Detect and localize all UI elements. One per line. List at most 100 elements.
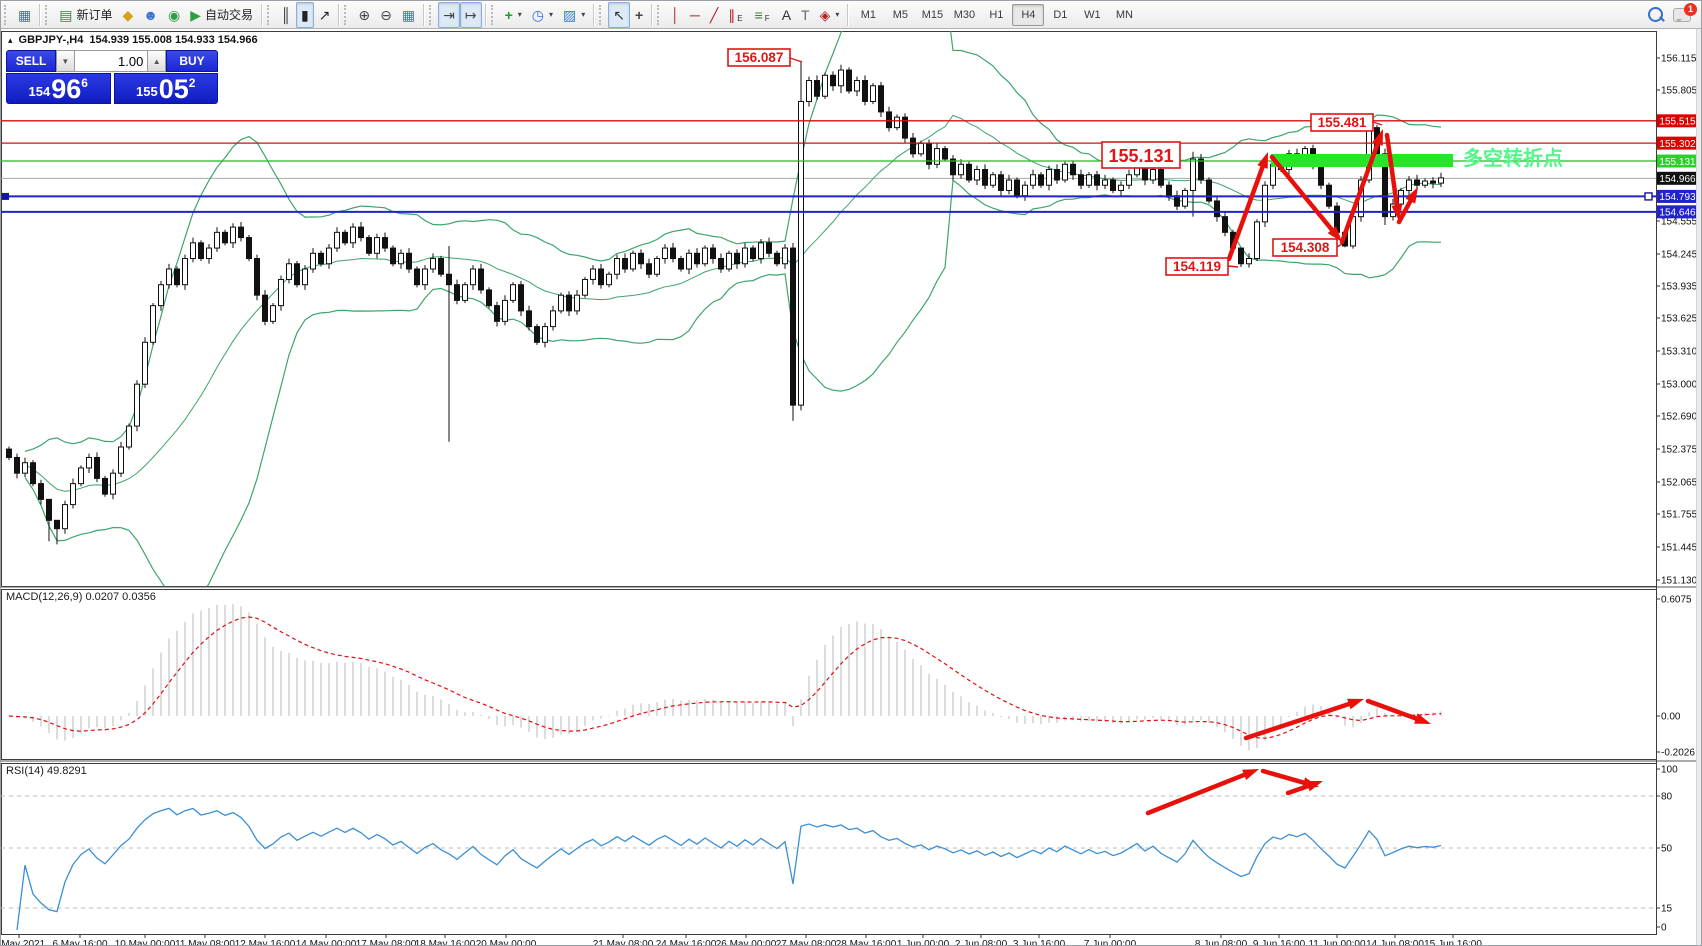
- dropdown-arrow-icon[interactable]: ▾: [517, 10, 522, 19]
- timeframe-button-m5[interactable]: M5: [892, 8, 909, 21]
- text-label-icon: T: [801, 6, 810, 23]
- toolbar-grip: [490, 4, 497, 25]
- text-label-button[interactable]: T: [796, 2, 815, 28]
- trend-arrow[interactable]: [1226, 158, 1268, 262]
- trend-arrow[interactable]: [1384, 132, 1401, 215]
- zoom-in-button[interactable]: ⊕: [353, 2, 375, 28]
- price-label-text: 154.966: [1659, 174, 1696, 185]
- trend-arrow-head[interactable]: [1327, 226, 1342, 242]
- timeframe-button-m1[interactable]: M1: [860, 8, 877, 21]
- trend-arrow-head[interactable]: [1405, 187, 1418, 204]
- rsi-tick-label: 0: [1661, 923, 1667, 934]
- chart-shift-button[interactable]: ↦: [459, 1, 482, 28]
- time-axis-label: 10 May 00:00: [115, 939, 176, 946]
- text-button[interactable]: A: [777, 2, 796, 28]
- dropdown-arrow-icon[interactable]: ▾: [548, 10, 553, 19]
- price-tag-box[interactable]: [1272, 238, 1338, 257]
- time-axis-label: 15 Jun 16:00: [1424, 939, 1482, 946]
- templates-button[interactable]: ▨ ▾: [558, 2, 590, 28]
- buy-price-panel[interactable]: 155 05 2: [113, 73, 218, 104]
- sell-price-panel[interactable]: 154 96 6: [6, 73, 111, 104]
- price-tag-text[interactable]: 155.131: [1108, 146, 1173, 166]
- price-tag-box[interactable]: [1101, 141, 1181, 169]
- chart-canvas[interactable]: 156.115 155.805 154.555 154.245 153.935 153.6…: [1, 29, 1702, 946]
- timeframe-button-mn[interactable]: MN: [1115, 8, 1133, 21]
- macd-arrow[interactable]: [1243, 699, 1358, 741]
- timeframe-button-m30[interactable]: M30: [953, 8, 976, 21]
- sell-button[interactable]: SELL: [6, 50, 57, 72]
- trend-arrow[interactable]: [1269, 154, 1339, 238]
- new-chart-button[interactable]: ▦: [13, 2, 36, 28]
- timeframe-button-m15[interactable]: M15: [921, 8, 944, 21]
- auto-scroll-button[interactable]: ⇥: [438, 1, 460, 28]
- horizontal-line-button[interactable]: ─: [685, 2, 705, 28]
- rsi-arrow[interactable]: [1145, 770, 1253, 816]
- tile-windows-button[interactable]: ▦: [397, 2, 420, 28]
- time-axis-label: 26 May 00:00: [716, 939, 777, 946]
- volume-increase-button[interactable]: ▲: [147, 50, 167, 72]
- price-tag-box[interactable]: [727, 48, 791, 67]
- price-tick-label: 154.555: [1661, 217, 1698, 228]
- highlight-zone-bar[interactable]: [1271, 154, 1453, 167]
- autotrading-button[interactable]: ▶ 自动交易: [185, 2, 258, 28]
- time-axis-label: 6 May 16:00: [52, 939, 107, 946]
- timeframe-button-d1[interactable]: D1: [1053, 8, 1068, 21]
- trend-arrow-head[interactable]: [1372, 129, 1383, 146]
- volume-input[interactable]: 1.00: [74, 50, 148, 72]
- price-tag-text[interactable]: 156.087: [735, 50, 784, 65]
- price-tag-text[interactable]: 154.308: [1281, 240, 1330, 255]
- note-text[interactable]: 多空转折点: [1463, 146, 1563, 170]
- equidistant-channel-button[interactable]: ∥ E: [723, 2, 749, 28]
- collapse-trade-panel-icon[interactable]: ▴: [8, 34, 13, 45]
- trendline-button[interactable]: ╱: [705, 2, 723, 28]
- text-icon: A: [781, 6, 792, 23]
- crosshair-button[interactable]: +: [630, 2, 648, 28]
- horizontal-line-icon: ─: [689, 6, 700, 23]
- chart-stage[interactable]: 156.115 155.805 154.555 154.245 153.935 153.6…: [1, 29, 1702, 946]
- price-tag-box[interactable]: [1165, 257, 1229, 276]
- profile-button[interactable]: ☻: [138, 2, 163, 28]
- vertical-line-button[interactable]: │: [666, 2, 685, 28]
- trend-arrow[interactable]: [1339, 135, 1383, 245]
- new-chart-icon: ▦: [18, 6, 32, 23]
- cursor-button[interactable]: ↖: [608, 1, 630, 28]
- new-order-icon: ▤: [59, 6, 73, 23]
- bollinger-middle-band: [24, 114, 1442, 492]
- line-chart-button[interactable]: ↗: [314, 2, 336, 28]
- timeframe-button-h4[interactable]: H4: [1012, 3, 1045, 26]
- arrows-button[interactable]: ◈ ▾: [815, 2, 845, 28]
- bar-chart-button[interactable]: ║: [276, 2, 296, 28]
- rsi-arrow-head[interactable]: [1306, 780, 1323, 792]
- macd-arrow-head[interactable]: [1414, 713, 1431, 724]
- symbol-period-label: GBPJPY-,H4: [18, 34, 84, 46]
- signals-button[interactable]: ◉: [163, 2, 185, 28]
- zoom-out-button[interactable]: ⊖: [375, 2, 397, 28]
- new-order-button[interactable]: ▤ 新订单: [54, 2, 117, 28]
- macd-arrow[interactable]: [1365, 698, 1425, 724]
- dropdown-arrow-icon[interactable]: ▾: [835, 10, 840, 19]
- search-icon[interactable]: [1648, 7, 1663, 22]
- fibonacci-button[interactable]: ≡ F: [750, 2, 777, 28]
- price-tag-text[interactable]: 155.481: [1318, 115, 1367, 130]
- buy-button[interactable]: BUY: [166, 50, 219, 72]
- dropdown-arrow-icon[interactable]: ▾: [581, 10, 586, 19]
- indicators-button[interactable]: + ▾: [500, 2, 527, 28]
- price-label-box: [1657, 205, 1698, 219]
- timeframe-button-w1[interactable]: W1: [1084, 8, 1101, 21]
- periods-button[interactable]: ◷ ▾: [527, 2, 558, 28]
- toolbar-grip: [344, 4, 350, 25]
- rsi-arrow[interactable]: [1260, 768, 1313, 787]
- line-handle-right[interactable]: [1644, 192, 1653, 201]
- price-tag-box[interactable]: [1310, 113, 1374, 132]
- eraser-button[interactable]: ◆: [117, 2, 138, 28]
- macd-panel-frame: [1, 589, 1657, 760]
- trend-arrow-head[interactable]: [1257, 152, 1268, 169]
- volume-decrease-button[interactable]: ▼: [56, 50, 75, 72]
- rsi-arrow-head[interactable]: [1242, 769, 1259, 781]
- line-handle-left[interactable]: [2, 192, 9, 200]
- chat-icon[interactable]: 1: [1673, 2, 1697, 22]
- candlestick-chart-button[interactable]: ▮: [295, 1, 314, 28]
- macd-arrow-head[interactable]: [1347, 698, 1364, 710]
- price-tag-text[interactable]: 154.119: [1173, 259, 1221, 274]
- timeframe-button-h1[interactable]: H1: [989, 8, 1004, 21]
